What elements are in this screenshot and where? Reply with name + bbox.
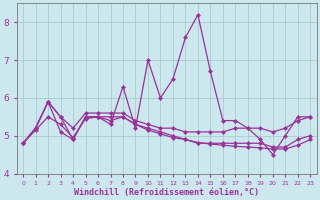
X-axis label: Windchill (Refroidissement éolien,°C): Windchill (Refroidissement éolien,°C) <box>74 188 259 197</box>
